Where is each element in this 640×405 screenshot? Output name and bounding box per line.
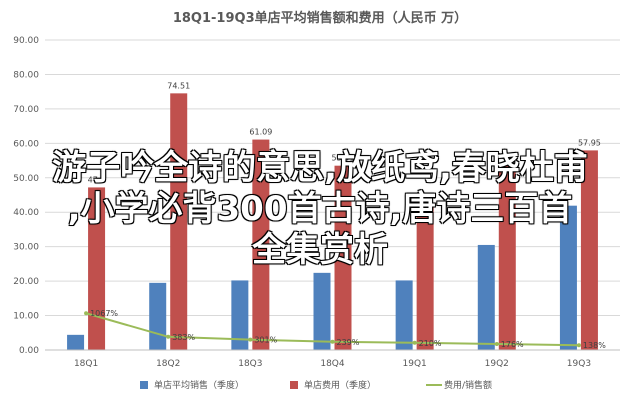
- legend-swatch: [290, 381, 298, 389]
- line-label: 1067%: [90, 309, 118, 318]
- y-tick-label: 60.00: [13, 139, 39, 149]
- y-tick-label: 90.00: [13, 36, 39, 46]
- y-tick-label: 80.00: [13, 70, 39, 80]
- y-tick-label: 30.00: [13, 243, 39, 253]
- data-label: 53.51: [332, 154, 355, 163]
- line-label: 138%: [583, 341, 606, 350]
- line-label: 176%: [501, 340, 524, 349]
- bar: [498, 164, 516, 350]
- y-tick-label: 40.00: [13, 208, 39, 218]
- y-tick-label: 0.00: [19, 346, 39, 356]
- legend-swatch: [140, 381, 148, 389]
- bar: [313, 272, 331, 350]
- x-tick-label: 18Q4: [320, 359, 345, 369]
- data-label: 61.09: [249, 128, 272, 137]
- bar: [416, 203, 434, 350]
- line-label: 383%: [172, 333, 195, 342]
- y-tick-label: 70.00: [13, 105, 39, 115]
- legend-label: 费用/销售额: [444, 379, 492, 391]
- line-point: [412, 340, 417, 345]
- line-point: [248, 337, 253, 342]
- data-label: 53.96: [496, 152, 519, 161]
- bar: [477, 244, 495, 350]
- x-tick-label: 18Q3: [238, 359, 262, 369]
- bar: [559, 205, 577, 350]
- y-tick-label: 20.00: [13, 277, 39, 287]
- bar: [67, 334, 85, 350]
- line-point: [494, 341, 499, 346]
- bar: [170, 93, 188, 351]
- x-tick-label: 19Q1: [403, 359, 427, 369]
- x-tick-label: 19Q2: [485, 359, 509, 369]
- bar: [88, 187, 106, 350]
- data-label: 47.2: [88, 175, 106, 184]
- bar: [580, 150, 598, 350]
- bar: [149, 282, 167, 350]
- data-label: 57.95: [578, 138, 601, 147]
- line-point: [330, 339, 335, 344]
- bar: [334, 165, 352, 350]
- line-point: [84, 311, 89, 316]
- y-tick-label: 50.00: [13, 174, 39, 184]
- legend-label: 单店费用（季度）: [304, 379, 376, 391]
- data-label: 42.43: [414, 192, 437, 201]
- bar: [395, 280, 413, 350]
- legend-label: 单店平均销售（季度）: [154, 379, 244, 391]
- line-label: 210%: [419, 339, 442, 348]
- line-point: [166, 334, 171, 339]
- data-label: 74.51: [167, 81, 190, 90]
- x-tick-label: 18Q1: [74, 359, 98, 369]
- x-tick-label: 18Q2: [156, 359, 180, 369]
- x-tick-label: 19Q3: [567, 359, 591, 369]
- bar: [252, 139, 270, 350]
- chart-title: 18Q1-19Q3单店平均销售额和费用（人民币 万）: [173, 10, 467, 26]
- line-label: 239%: [337, 338, 360, 347]
- bar: [231, 280, 249, 350]
- line-label: 301%: [254, 336, 277, 345]
- line-point: [576, 343, 581, 348]
- y-tick-label: 10.00: [13, 312, 39, 322]
